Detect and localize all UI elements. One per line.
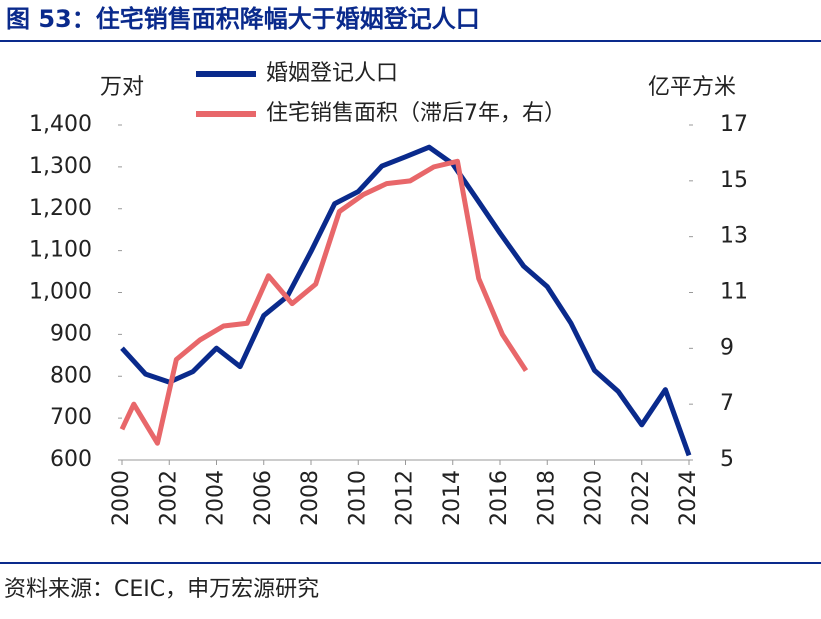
series-line <box>119 158 529 446</box>
y-tick-label: 1,300 <box>29 154 92 179</box>
y-tick-label: 1,000 <box>29 280 92 305</box>
y2-tick-label: 11 <box>720 280 748 305</box>
x-tick-label: 2008 <box>298 470 323 526</box>
y2-tick-label: 15 <box>720 168 748 193</box>
y2-tick-label: 17 <box>720 112 748 137</box>
y2-tick-label: 5 <box>720 447 734 472</box>
source: 资料来源：CEIC，申万宏源研究 <box>4 577 319 602</box>
x-tick-label: 2020 <box>582 470 607 526</box>
chart-title: 图 53：住宅销售面积降幅大于婚姻登记人口 <box>6 5 480 33</box>
legend-label: 住宅销售面积（滞后7年，右） <box>266 101 566 126</box>
x-tick-label: 2024 <box>676 470 701 526</box>
y2-tick-label: 7 <box>720 391 734 416</box>
legend-label: 婚姻登记人口 <box>266 61 398 86</box>
x-tick-label: 2012 <box>393 470 418 526</box>
y2-tick-label: 13 <box>720 224 748 249</box>
y-axis-label: 万对 <box>100 75 144 100</box>
x-tick-label: 2004 <box>204 470 229 526</box>
x-tick-label: 2000 <box>109 470 134 526</box>
y2-tick-label: 9 <box>720 335 734 360</box>
x-tick-label: 2022 <box>629 470 654 526</box>
series-line <box>120 144 692 457</box>
y-tick-label: 900 <box>50 321 92 346</box>
y-tick-label: 800 <box>50 363 92 388</box>
y2-axis-label: 亿平方米 <box>648 75 736 100</box>
x-tick-label: 2018 <box>534 470 559 526</box>
y-tick-label: 1,400 <box>29 112 92 137</box>
y-tick-label: 1,100 <box>29 238 92 263</box>
x-tick-label: 2010 <box>345 470 370 526</box>
y-tick-label: 700 <box>50 405 92 430</box>
y-tick-label: 1,200 <box>29 196 92 221</box>
x-tick-label: 2006 <box>251 470 276 526</box>
y-tick-label: 600 <box>50 447 92 472</box>
x-tick-label: 2002 <box>156 470 181 526</box>
x-tick-label: 2014 <box>440 470 465 526</box>
x-tick-label: 2016 <box>487 470 512 526</box>
